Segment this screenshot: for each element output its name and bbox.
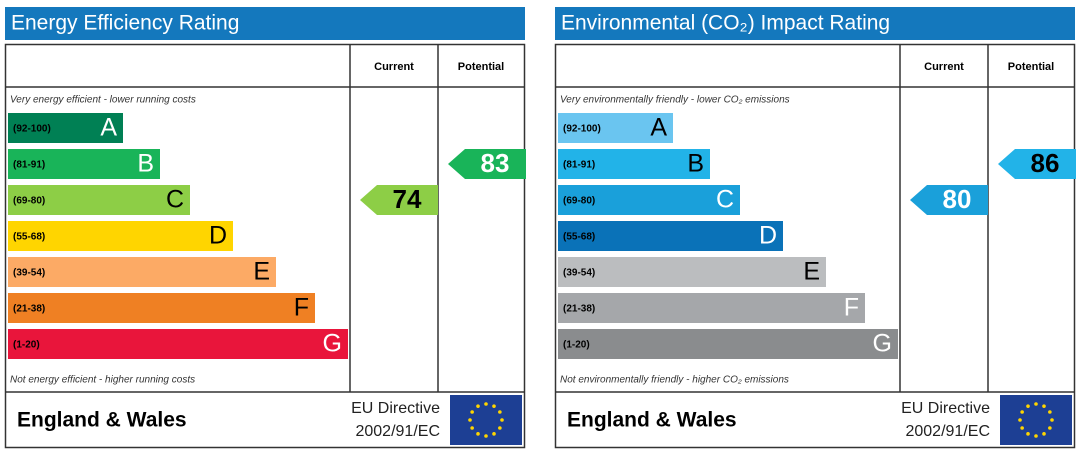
- band-letter: A: [100, 114, 117, 142]
- band-letter: C: [166, 186, 184, 214]
- band-letter: D: [209, 222, 227, 250]
- rating-arrow: [360, 185, 438, 215]
- flag-star: [484, 434, 488, 438]
- band-bar: [558, 113, 673, 143]
- band-letter: A: [650, 114, 667, 142]
- region: England & Wales: [567, 409, 737, 432]
- band-range: (81-91): [563, 160, 595, 171]
- flag-star: [1034, 402, 1038, 406]
- flag-star: [484, 402, 488, 406]
- flag-star: [1018, 418, 1022, 422]
- flag-star: [1020, 426, 1024, 430]
- flag-star: [1034, 434, 1038, 438]
- flag-star: [476, 432, 480, 436]
- column-header: Current: [374, 61, 414, 73]
- band-range: (55-68): [563, 232, 595, 243]
- flag-star: [498, 410, 502, 414]
- top-note: Very environmentally friendly - lower CO…: [560, 95, 790, 106]
- band-range: (21-38): [13, 304, 45, 315]
- band-letter: D: [759, 222, 777, 250]
- flag-star: [500, 418, 504, 422]
- band-range: (21-38): [563, 304, 595, 315]
- flag-star: [468, 418, 472, 422]
- band-range: (55-68): [13, 232, 45, 243]
- band-bar: [558, 257, 826, 287]
- flag-star: [1026, 404, 1030, 408]
- flag-star: [1048, 426, 1052, 430]
- flag-star: [492, 404, 496, 408]
- directive: EU Directive: [901, 400, 990, 417]
- band-letter: G: [323, 330, 342, 358]
- band-letter: C: [716, 186, 734, 214]
- title-bar: [555, 7, 1075, 40]
- flag-star: [470, 410, 474, 414]
- flag-star: [1042, 432, 1046, 436]
- flag-star: [1050, 418, 1054, 422]
- bottom-note: Not energy efficient - higher running co…: [10, 375, 195, 386]
- band-range: (39-54): [563, 268, 595, 279]
- flag-star: [498, 426, 502, 430]
- band-bar: [8, 293, 315, 323]
- band-bar: [558, 293, 865, 323]
- band-bar: [8, 149, 160, 179]
- rating-panel: Energy Efficiency Rating Current Potential…: [4, 7, 526, 449]
- current-rating: 80: [943, 184, 972, 214]
- rating-arrow: [910, 185, 988, 215]
- flag-star: [476, 404, 480, 408]
- flag-star: [1020, 410, 1024, 414]
- band-letter: F: [844, 294, 859, 322]
- region: England & Wales: [17, 409, 187, 432]
- directive: EU Directive: [351, 400, 440, 417]
- band-letter: F: [294, 294, 309, 322]
- flag-star: [1048, 410, 1052, 414]
- frame: [554, 43, 1076, 449]
- rating-arrow: [998, 149, 1076, 179]
- band-range: (81-91): [13, 160, 45, 171]
- band-range: (1-20): [13, 340, 40, 351]
- current-rating: 74: [393, 184, 422, 214]
- band-bar: [558, 149, 710, 179]
- bottom-note: Not environmentally friendly - higher CO…: [560, 375, 789, 386]
- band-range: (39-54): [13, 268, 45, 279]
- band-letter: G: [873, 330, 892, 358]
- band-letter: B: [137, 150, 154, 178]
- band-bar: [8, 221, 233, 251]
- band-bar: [558, 185, 740, 215]
- column-header: Potential: [458, 61, 504, 73]
- column-header: Potential: [1008, 61, 1054, 73]
- band-range: (69-80): [13, 196, 45, 207]
- band-range: (92-100): [13, 124, 51, 135]
- band-bar: [8, 257, 276, 287]
- band-range: (92-100): [563, 124, 601, 135]
- directive: 2002/91/EC: [905, 423, 990, 440]
- band-bar: [8, 113, 123, 143]
- band-range: (69-80): [563, 196, 595, 207]
- flag-star: [1042, 404, 1046, 408]
- flag-star: [470, 426, 474, 430]
- band-bar: [8, 185, 190, 215]
- rating-panel: Environmental (CO₂) Impact Rating Current…: [554, 7, 1076, 449]
- potential-rating: 83: [481, 148, 510, 178]
- panel-title: Energy Efficiency Rating: [11, 12, 239, 35]
- band-bar: [8, 329, 348, 359]
- flag-star: [1026, 432, 1030, 436]
- band-letter: E: [803, 258, 820, 286]
- column-header: Current: [924, 61, 964, 73]
- band-bar: [558, 329, 898, 359]
- flag-star: [492, 432, 496, 436]
- frame: [4, 43, 526, 449]
- top-note: Very energy efficient - lower running co…: [10, 95, 196, 106]
- rating-arrow: [448, 149, 526, 179]
- band-letter: E: [253, 258, 270, 286]
- potential-rating: 86: [1031, 148, 1060, 178]
- band-range: (1-20): [563, 340, 590, 351]
- band-bar: [558, 221, 783, 251]
- directive: 2002/91/EC: [355, 423, 440, 440]
- title-bar: [5, 7, 525, 40]
- panel-title: Environmental (CO₂) Impact Rating: [561, 12, 890, 35]
- band-letter: B: [687, 150, 704, 178]
